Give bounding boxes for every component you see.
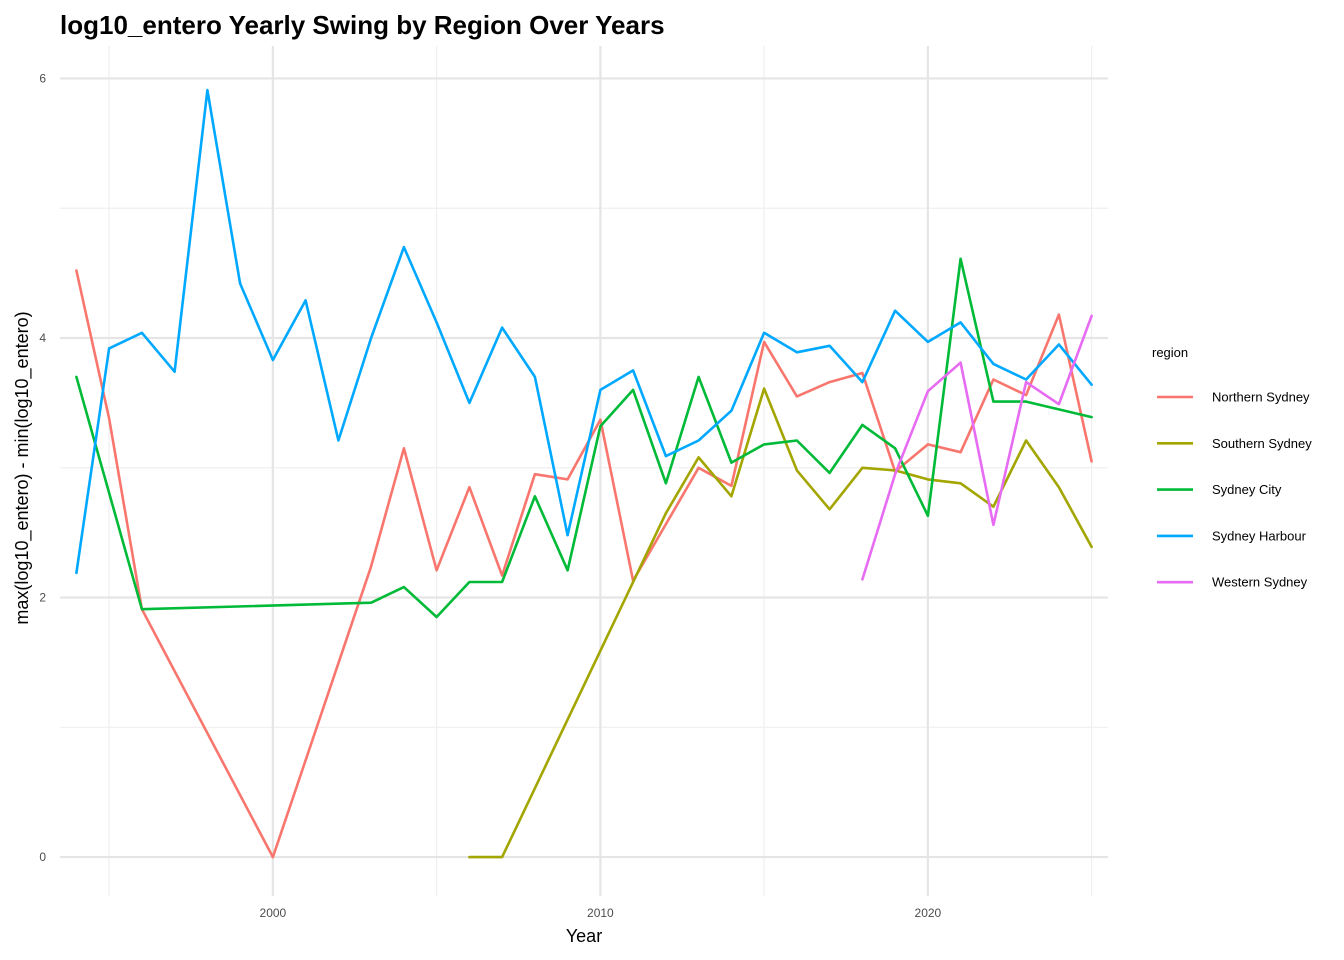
legend: region Northern Sydney Southern Sydney Syd… <box>1152 345 1312 590</box>
legend-title: region <box>1152 345 1188 360</box>
y-tick-label: 4 <box>39 331 46 345</box>
series-lines <box>75 88 1093 859</box>
grid-lines <box>60 46 1108 896</box>
x-tick-label: 2020 <box>915 906 942 920</box>
series-line-southern-sydney <box>468 387 1093 859</box>
series-line-sydney-city <box>75 257 1093 619</box>
y-axis-title: max(log10_entero) - min(log10_entero) <box>12 311 33 624</box>
legend-label-western-sydney: Western Sydney <box>1212 575 1308 590</box>
legend-label-southern-sydney: Southern Sydney <box>1212 436 1312 451</box>
legend-label-northern-sydney: Northern Sydney <box>1212 390 1310 405</box>
series-line-northern-sydney <box>75 269 1093 859</box>
chart-title: log10_entero Yearly Swing by Region Over… <box>60 10 665 40</box>
x-tick-label: 2000 <box>260 906 287 920</box>
legend-label-sydney-harbour: Sydney Harbour <box>1212 528 1307 543</box>
y-tick-label: 6 <box>39 71 46 85</box>
legend-label-sydney-city: Sydney City <box>1212 482 1282 497</box>
x-tick-label: 2010 <box>587 906 614 920</box>
series-line-western-sydney <box>861 314 1093 581</box>
axis-ticks: 0 2 4 6 2000 2010 2020 <box>39 71 941 920</box>
series-line-sydney-harbour <box>75 88 1093 575</box>
y-tick-label: 2 <box>39 591 46 605</box>
legend-items: Northern Sydney Southern Sydney Sydney Cit… <box>1157 390 1312 590</box>
y-tick-label: 0 <box>39 850 46 864</box>
x-axis-title: Year <box>566 926 602 946</box>
